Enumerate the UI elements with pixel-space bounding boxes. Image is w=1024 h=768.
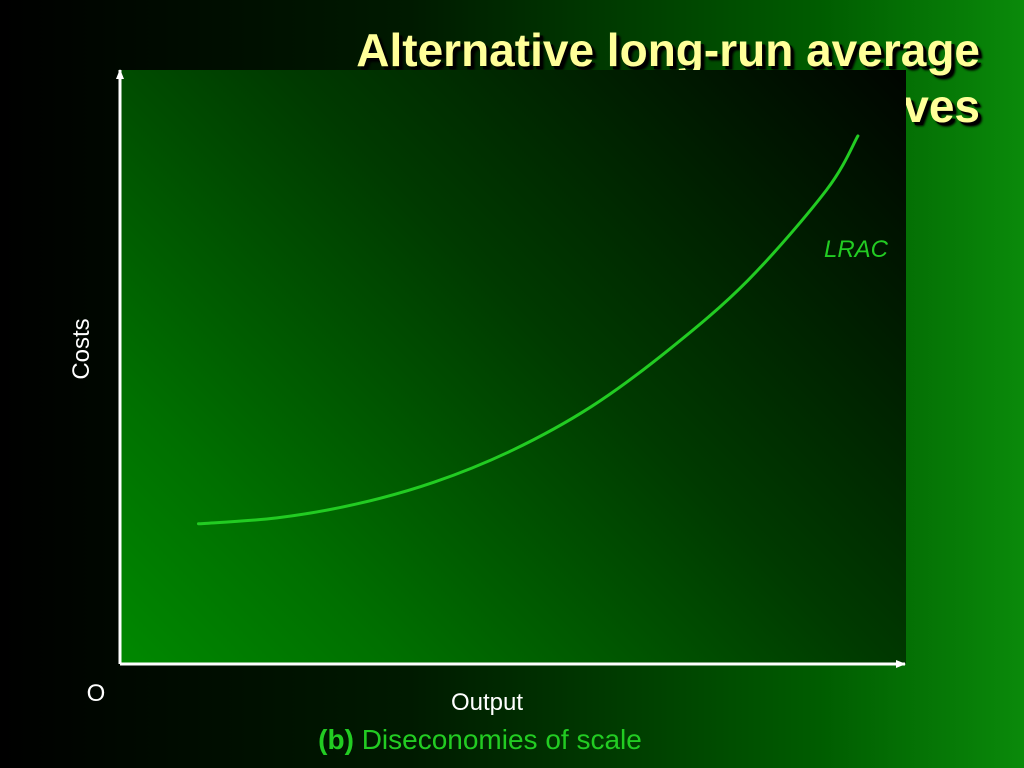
lrac-curve [197,134,860,526]
x-axis-label: Output [451,689,523,716]
title-line-1: Alternative long-run average [356,24,980,76]
caption-text: Diseconomies of scale [361,724,642,755]
chart-caption: (b) Diseconomies of scale [0,724,960,756]
lrac-label: LRAC [824,236,889,263]
caption-label: (b) [318,724,354,755]
chart-panel [120,70,906,664]
y-axis-label: Costs [68,318,95,379]
origin-label: O [87,680,106,707]
